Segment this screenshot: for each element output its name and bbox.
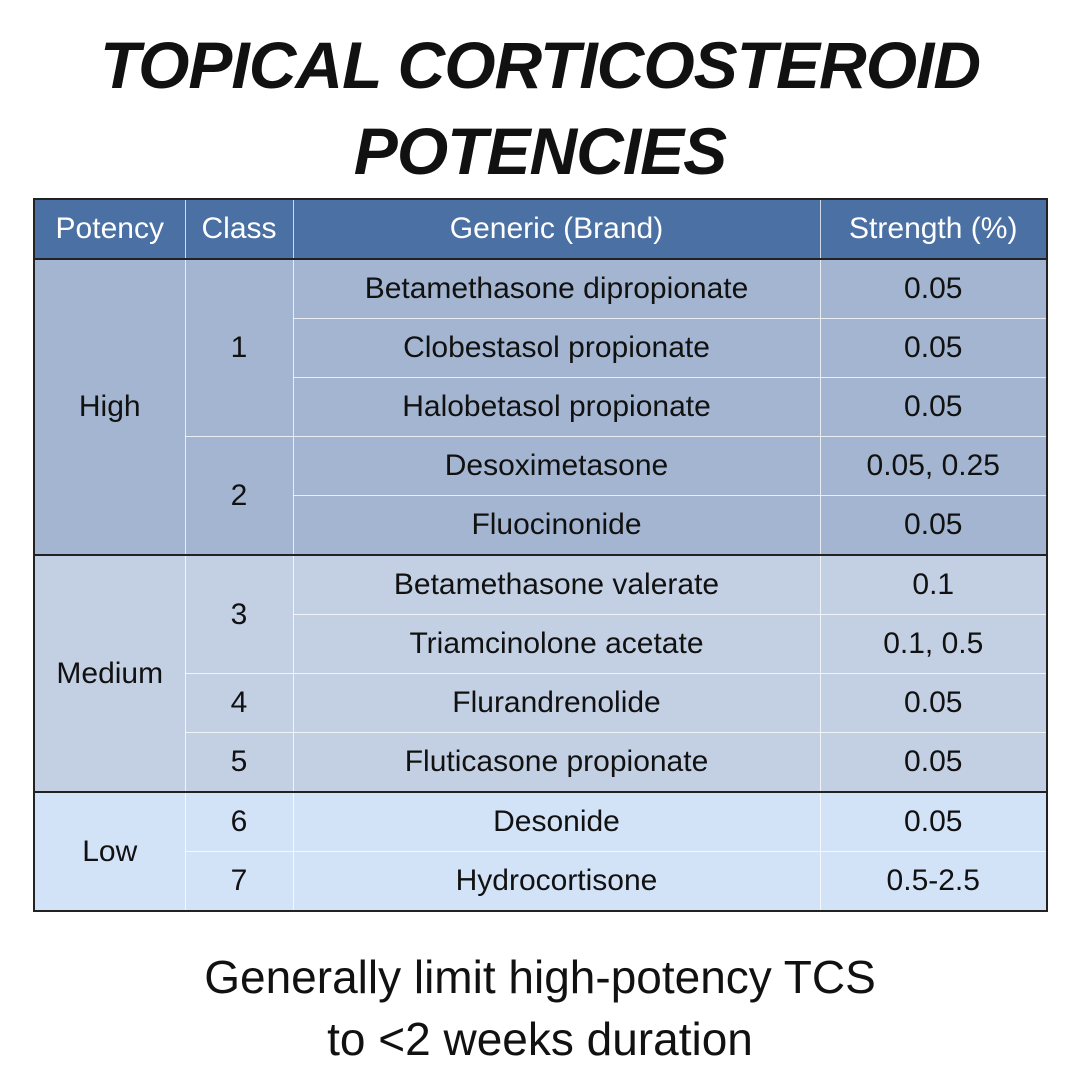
header-row: Potency Class Generic (Brand) Strength (%) — [33, 198, 1048, 260]
class-cell: 4 — [184, 673, 294, 733]
column-header: Class — [184, 198, 294, 260]
column-header: Generic (Brand) — [292, 198, 821, 260]
potency-cell: High — [33, 258, 186, 556]
strength-cell: 0.05 — [819, 258, 1048, 319]
table-row: 5 Fluticasone propionate 0.05 — [34, 732, 1048, 793]
strength-cell: 0.5-2.5 — [819, 851, 1048, 912]
title-line: TOPICAL CORTICOSTEROID — [99, 28, 981, 102]
strength-cell: 0.05, 0.25 — [819, 436, 1048, 496]
table-row: 4 Flurandrenolide 0.05 — [34, 673, 1048, 733]
table-row: Clobestasol propionate 0.05 — [34, 318, 1048, 378]
table-row: Halobetasol propionate 0.05 — [34, 377, 1048, 437]
generic-cell: Triamcinolone acetate — [292, 614, 821, 674]
class-cell: 2 — [184, 436, 294, 556]
class-cell: 1 — [184, 258, 294, 437]
strength-cell: 0.05 — [819, 732, 1048, 793]
potency-cell: Low — [33, 791, 186, 912]
generic-cell: Clobestasol propionate — [292, 318, 821, 378]
generic-cell: Desonide — [292, 791, 821, 852]
class-cell: 7 — [184, 851, 294, 912]
table-row: Low 6 Desonide 0.05 — [33, 791, 1048, 912]
table-row: 7 Hydrocortisone 0.5-2.5 — [34, 851, 1048, 912]
potency-table: Potency Class Generic (Brand) Strength (%) … — [33, 198, 1048, 912]
class-cell: 3 — [184, 554, 294, 674]
generic-cell: Betamethasone valerate — [292, 554, 821, 615]
strength-cell: 0.05 — [819, 318, 1048, 378]
table-row: 2 Desoximetasone 0.05, 0.25 — [34, 436, 1048, 556]
footer-line: Generally limit high-potency TCS — [204, 951, 876, 1003]
strength-cell: 0.05 — [819, 791, 1048, 852]
title: TOPICAL CORTICOSTEROID POTENCIES — [0, 22, 1080, 194]
generic-cell: Fluticasone propionate — [292, 732, 821, 793]
strength-cell: 0.1, 0.5 — [819, 614, 1048, 674]
column-header: Potency — [33, 198, 186, 260]
table-row: High 1 Betamethasone dipropionate 0.05 — [33, 258, 1048, 556]
generic-cell: Fluocinonide — [292, 495, 821, 556]
table-row: Medium 3 Betamethasone valerate 0.1 — [33, 554, 1048, 793]
generic-cell: Flurandrenolide — [292, 673, 821, 733]
generic-cell: Halobetasol propionate — [292, 377, 821, 437]
footer-line: to <2 weeks duration — [327, 1013, 753, 1065]
title-line: POTENCIES — [353, 114, 727, 188]
generic-cell: Desoximetasone — [292, 436, 821, 496]
strength-cell: 0.05 — [819, 377, 1048, 437]
class-cell: 6 — [184, 791, 294, 852]
strength-cell: 0.1 — [819, 554, 1048, 615]
table-row: Triamcinolone acetate 0.1, 0.5 — [34, 614, 1048, 674]
generic-cell: Hydrocortisone — [292, 851, 821, 912]
strength-cell: 0.05 — [819, 495, 1048, 556]
table-row: Fluocinonide 0.05 — [34, 495, 1048, 556]
column-header: Strength (%) — [819, 198, 1048, 260]
footer: Generally limit high-potency TCS to <2 we… — [0, 946, 1080, 1070]
generic-cell: Betamethasone dipropionate — [292, 258, 821, 319]
class-cell: 5 — [184, 732, 294, 793]
strength-cell: 0.05 — [819, 673, 1048, 733]
potency-cell: Medium — [33, 554, 186, 793]
